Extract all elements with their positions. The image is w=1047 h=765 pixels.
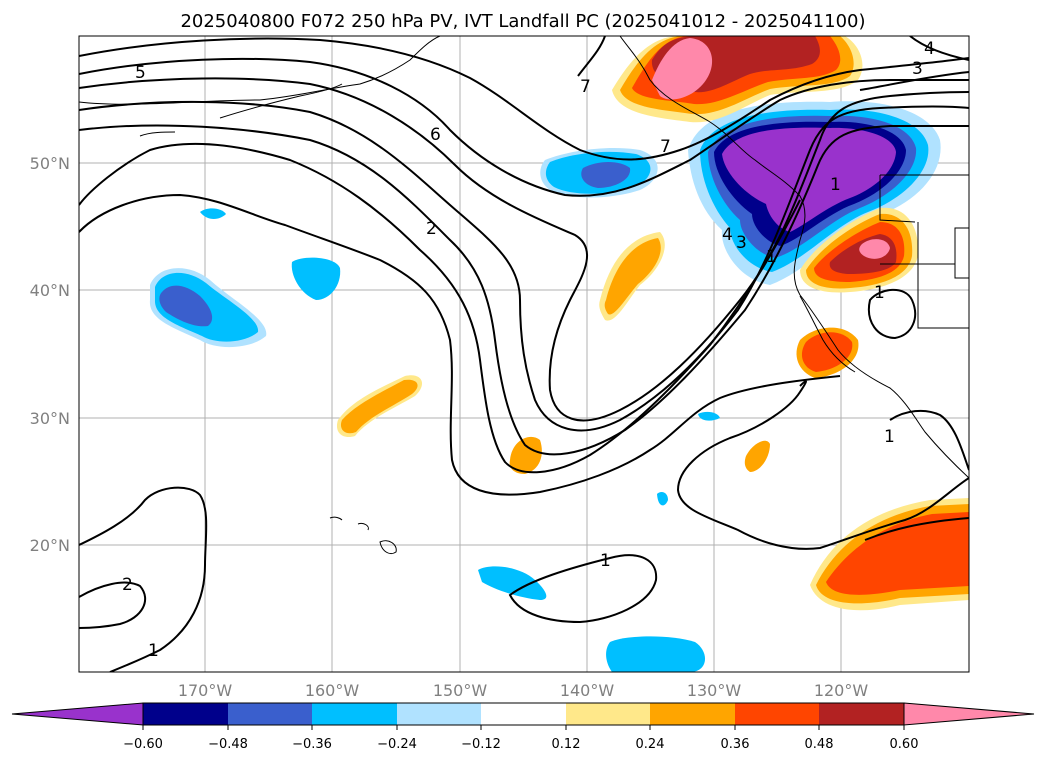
positive-ivt-region-north xyxy=(612,36,863,123)
colorbar-tick-label: −0.48 xyxy=(208,737,248,752)
colorbar-segment-4 xyxy=(397,703,481,725)
contour-labels: 5 6 2 7 7 4 3 1 4 3 1 2 1 1 1 1 xyxy=(122,39,935,661)
lat-label-30n: 30°N xyxy=(30,409,70,428)
pv-contour-3-top xyxy=(859,71,969,91)
contour-label-1-sw: 1 xyxy=(148,641,159,661)
colorbar-segment-2 xyxy=(228,703,312,725)
colorbar-tick-labels: −0.60 −0.48 −0.36 −0.24 −0.12 0.12 0.24 … xyxy=(123,737,918,752)
colorbar-frame xyxy=(142,702,905,726)
pv-contour-inner-2 xyxy=(79,142,801,474)
lat-label-40n: 40°N xyxy=(30,281,70,300)
colorbar-segment-8 xyxy=(735,703,819,725)
contour-label-3-top: 3 xyxy=(912,59,923,79)
positive-ivt-region-small-3 xyxy=(509,436,542,474)
pv-contour-4-top xyxy=(909,36,969,61)
colorbar-tick-label: 0.12 xyxy=(552,737,581,752)
colorbar-tick-label: −0.24 xyxy=(377,737,417,752)
colorbar-extend-left xyxy=(11,702,144,726)
pv-contour-1-pnw xyxy=(577,36,606,77)
colorbar-segment-9 xyxy=(819,703,904,725)
lat-axis: 50°N 40°N 30°N 20°N xyxy=(30,154,70,555)
lon-label-120w: 120°W xyxy=(814,681,869,700)
negative-ivt-region-small-1 xyxy=(291,257,341,300)
contour-label-7-mid: 7 xyxy=(660,137,671,157)
contour-label-1-wa: 1 xyxy=(830,175,841,195)
colorbar-tick-label: 0.48 xyxy=(805,737,834,752)
contour-label-1-baja: 1 xyxy=(874,283,885,303)
pv-contour-1-sw xyxy=(79,486,208,672)
pv-contour-inner-1 xyxy=(79,124,969,456)
lon-label-150w: 150°W xyxy=(433,681,488,700)
pv-contours xyxy=(79,36,969,672)
colorbar-tick-label: −0.60 xyxy=(123,737,163,752)
pv-contour-1-se xyxy=(676,380,969,550)
colorbar-tick-label: 0.36 xyxy=(721,737,750,752)
negative-ivt-region-small-4 xyxy=(606,636,706,672)
ivt-shading xyxy=(149,36,969,672)
contour-label-2-sw: 2 xyxy=(122,575,133,595)
negative-ivt-region-40n xyxy=(149,268,267,348)
negative-ivt-region-small-6 xyxy=(657,492,668,506)
contour-label-5: 5 xyxy=(135,63,146,83)
lon-label-140w: 140°W xyxy=(560,681,615,700)
pv-contour-1-ca xyxy=(867,288,917,340)
lon-label-160w: 160°W xyxy=(305,681,360,700)
pv-contour-1-south xyxy=(508,554,658,624)
positive-ivt-region-southeast xyxy=(810,498,969,611)
positive-ivt-region-california xyxy=(800,207,919,293)
pv-contour-2-sw xyxy=(79,581,147,629)
pv-contour-2 xyxy=(79,100,969,432)
contour-label-6: 6 xyxy=(430,125,441,145)
map-plot-area: 5 6 2 7 7 4 3 1 4 3 1 2 1 1 1 1 xyxy=(79,36,969,672)
negative-ivt-region-small-5 xyxy=(698,411,720,421)
colorbar-tick-label: 0.60 xyxy=(890,737,919,752)
contour-label-1-ca: 1 xyxy=(766,247,777,267)
lat-label-20n: 20°N xyxy=(30,536,70,555)
contour-label-1-south: 1 xyxy=(600,551,611,571)
lat-label-50n: 50°N xyxy=(30,154,70,173)
colorbar-segment-3 xyxy=(312,703,397,725)
positive-ivt-region-small-2b xyxy=(604,238,661,315)
colorbar-tick-label: −0.12 xyxy=(461,737,501,752)
colorbar-segment-6 xyxy=(566,703,650,725)
contour-label-3: 3 xyxy=(736,233,747,253)
colorbar: −0.60 −0.48 −0.36 −0.24 −0.12 0.12 0.24 … xyxy=(11,702,1035,752)
negative-ivt-region-small-3 xyxy=(478,566,547,600)
colorbar-segment-1 xyxy=(143,703,228,725)
pv-contour-mexico xyxy=(889,409,969,471)
lon-label-170w: 170°W xyxy=(178,681,233,700)
colorbar-segment-5 xyxy=(481,703,566,725)
map-title: 2025040800 F072 250 hPa PV, IVT Landfall… xyxy=(180,11,865,32)
colorbar-tick-label: −0.36 xyxy=(292,737,332,752)
positive-ivt-region-small-1b xyxy=(340,379,418,434)
lon-label-130w: 130°W xyxy=(687,681,742,700)
negative-ivt-region-small-2 xyxy=(200,208,226,219)
colorbar-segment-7 xyxy=(650,703,735,725)
positive-ivt-region-small-4 xyxy=(744,440,770,472)
lon-axis: 170°W 160°W 150°W 140°W 130°W 120°W xyxy=(178,681,869,700)
pv-contour-5 xyxy=(79,37,969,161)
negative-ivt-region-pnw xyxy=(688,101,941,285)
colorbar-tick-label: 0.24 xyxy=(636,737,665,752)
contour-label-4-top: 4 xyxy=(924,39,935,59)
pv-contour-outer-1 xyxy=(79,77,969,422)
positive-ivt-region-baja xyxy=(796,327,859,378)
pv-contour-6 xyxy=(79,57,969,197)
contour-label-7-north: 7 xyxy=(580,77,591,97)
pv-contour-se-2 xyxy=(864,517,969,541)
map-frame xyxy=(78,35,970,673)
colorbar-extend-right xyxy=(903,702,1035,726)
contour-label-2: 2 xyxy=(426,219,437,239)
colorbar-ticks xyxy=(142,725,905,730)
pv-contour-1-west xyxy=(79,193,841,496)
contour-label-4: 4 xyxy=(722,225,733,245)
contour-label-1-mexico: 1 xyxy=(884,427,895,447)
